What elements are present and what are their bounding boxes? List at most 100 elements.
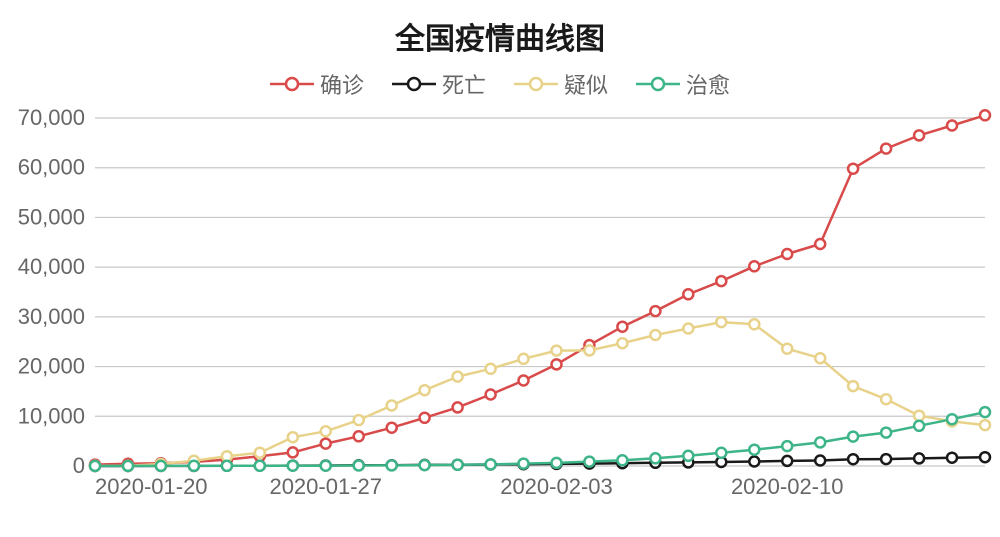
series-marker-recovered: [980, 407, 990, 417]
series-marker-suspected: [354, 415, 364, 425]
series-marker-suspected: [947, 416, 957, 426]
series-line-confirmed: [95, 115, 985, 464]
series-marker-confirmed: [980, 110, 990, 120]
series-marker-confirmed: [321, 439, 331, 449]
series-marker-deaths: [617, 458, 627, 468]
series-marker-suspected: [683, 324, 693, 334]
series-marker-recovered: [321, 461, 331, 471]
series-marker-confirmed: [387, 423, 397, 433]
series-marker-deaths: [123, 461, 133, 471]
series-marker-deaths: [947, 453, 957, 463]
series-marker-confirmed: [650, 306, 660, 316]
series-marker-recovered: [354, 461, 364, 471]
series-marker-deaths: [321, 461, 331, 471]
series-marker-suspected: [980, 420, 990, 430]
y-tick-label: 50,000: [18, 204, 85, 229]
series-marker-recovered: [914, 421, 924, 431]
legend-item-deaths: 死亡: [392, 68, 486, 100]
series-marker-deaths: [90, 461, 100, 471]
y-tick-label: 10,000: [18, 403, 85, 428]
series-marker-deaths: [288, 461, 298, 471]
series-marker-recovered: [881, 428, 891, 438]
series-marker-confirmed: [354, 431, 364, 441]
series-marker-recovered: [552, 458, 562, 468]
y-tick-label: 60,000: [18, 155, 85, 180]
series-marker-recovered: [123, 461, 133, 471]
series-marker-confirmed: [716, 276, 726, 286]
series-marker-deaths: [683, 457, 693, 467]
series-marker-recovered: [716, 448, 726, 458]
series-marker-confirmed: [453, 402, 463, 412]
legend-label-deaths: 死亡: [442, 68, 486, 100]
legend-item-suspected: 疑似: [514, 68, 608, 100]
x-tick-label: 2020-02-03: [500, 474, 613, 499]
series-marker-confirmed: [519, 376, 529, 386]
series-marker-confirmed: [749, 261, 759, 271]
series-line-recovered: [95, 412, 985, 466]
legend-swatch-confirmed: [270, 75, 314, 93]
series-marker-suspected: [123, 461, 133, 471]
series-marker-recovered: [90, 461, 100, 471]
series-marker-recovered: [420, 460, 430, 470]
series-marker-deaths: [222, 461, 232, 471]
series-marker-deaths: [519, 459, 529, 469]
series-marker-confirmed: [288, 447, 298, 457]
series-marker-suspected: [321, 426, 331, 436]
series-marker-suspected: [617, 338, 627, 348]
series-marker-confirmed: [189, 457, 199, 467]
series-marker-suspected: [552, 346, 562, 356]
series-marker-suspected: [90, 461, 100, 471]
series-marker-suspected: [156, 459, 166, 469]
legend-item-confirmed: 确诊: [270, 68, 364, 100]
series-marker-deaths: [387, 460, 397, 470]
y-tick-label: 70,000: [18, 105, 85, 130]
series-marker-suspected: [453, 372, 463, 382]
legend-swatch-deaths: [392, 75, 436, 93]
series-marker-recovered: [815, 437, 825, 447]
series-line-deaths: [95, 457, 985, 466]
series-marker-deaths: [881, 454, 891, 464]
y-tick-label: 40,000: [18, 254, 85, 279]
x-tick-label: 2020-01-27: [269, 474, 382, 499]
series-line-suspected: [95, 322, 985, 466]
series-marker-confirmed: [848, 164, 858, 174]
series-marker-recovered: [453, 460, 463, 470]
series-marker-deaths: [552, 459, 562, 469]
series-marker-deaths: [420, 460, 430, 470]
series-marker-confirmed: [420, 413, 430, 423]
series-marker-deaths: [354, 460, 364, 470]
series-marker-confirmed: [90, 460, 100, 470]
series-marker-suspected: [255, 448, 265, 458]
series-marker-recovered: [650, 453, 660, 463]
series-marker-suspected: [815, 353, 825, 363]
series-marker-deaths: [486, 460, 496, 470]
legend-swatch-suspected: [514, 75, 558, 93]
series-marker-confirmed: [881, 144, 891, 154]
series-marker-deaths: [749, 457, 759, 467]
series-marker-suspected: [716, 317, 726, 327]
y-tick-label: 0: [73, 453, 85, 478]
legend-label-recovered: 治愈: [686, 68, 730, 100]
series-marker-deaths: [848, 454, 858, 464]
series-marker-suspected: [387, 401, 397, 411]
series-marker-confirmed: [222, 455, 232, 465]
series-marker-confirmed: [255, 451, 265, 461]
chart-title: 全国疫情曲线图: [0, 0, 1000, 68]
series-marker-recovered: [584, 457, 594, 467]
legend-label-suspected: 疑似: [564, 68, 608, 100]
series-marker-suspected: [650, 330, 660, 340]
series-marker-recovered: [255, 461, 265, 471]
series-marker-confirmed: [947, 121, 957, 131]
series-marker-recovered: [387, 460, 397, 470]
series-marker-confirmed: [584, 340, 594, 350]
series-marker-recovered: [848, 432, 858, 442]
series-marker-deaths: [650, 458, 660, 468]
series-marker-recovered: [947, 414, 957, 424]
series-marker-confirmed: [683, 289, 693, 299]
x-tick-label: 2020-02-10: [731, 474, 844, 499]
series-marker-confirmed: [782, 249, 792, 259]
x-tick-label: 2020-01-20: [95, 474, 208, 499]
series-marker-deaths: [782, 456, 792, 466]
legend-swatch-recovered: [636, 75, 680, 93]
series-marker-recovered: [486, 459, 496, 469]
